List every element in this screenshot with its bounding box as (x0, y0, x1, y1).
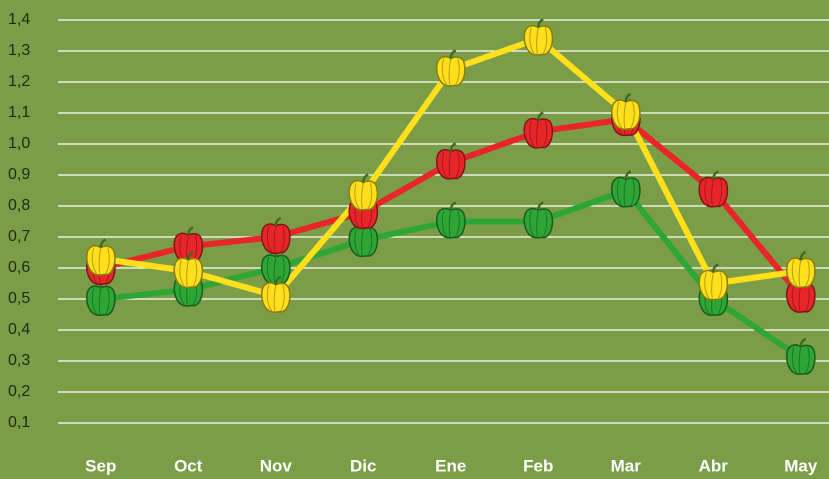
chart: 0,1 0,2 0,3 0,4 0,5 0,6 0,7 0,8 0,9 1,0 1,1 1,2 1,3 1… (0, 0, 829, 479)
x-tick-label: Sep (85, 456, 116, 475)
x-tick-label: Ene (435, 456, 466, 475)
y-tick-label: 0,3 (8, 352, 30, 369)
y-tick-label: 0,6 (8, 259, 30, 276)
y-tick-label: 1,2 (8, 73, 30, 90)
x-tick-label: Mar (611, 456, 642, 475)
y-tick-label: 0,4 (8, 321, 30, 338)
y-tick-label: 0,9 (8, 166, 30, 183)
y-tick-label: 0,7 (8, 228, 30, 245)
background (0, 0, 829, 479)
y-tick-label: 1,0 (8, 135, 30, 152)
x-tick-label: Nov (260, 456, 293, 475)
x-tick-label: Dic (350, 456, 376, 475)
y-tick-label: 0,1 (8, 414, 30, 431)
y-tick-label: 0,8 (8, 197, 30, 214)
y-tick-label: 1,4 (8, 11, 30, 28)
y-tick-label: 0,2 (8, 383, 30, 400)
x-tick-label: May (784, 456, 818, 475)
y-tick-label: 0,5 (8, 290, 30, 307)
x-tick-label: Oct (174, 456, 203, 475)
x-tick-label: Abr (699, 456, 729, 475)
y-tick-label: 1,1 (8, 104, 30, 121)
y-tick-label: 1,3 (8, 42, 30, 59)
x-tick-label: Feb (523, 456, 553, 475)
